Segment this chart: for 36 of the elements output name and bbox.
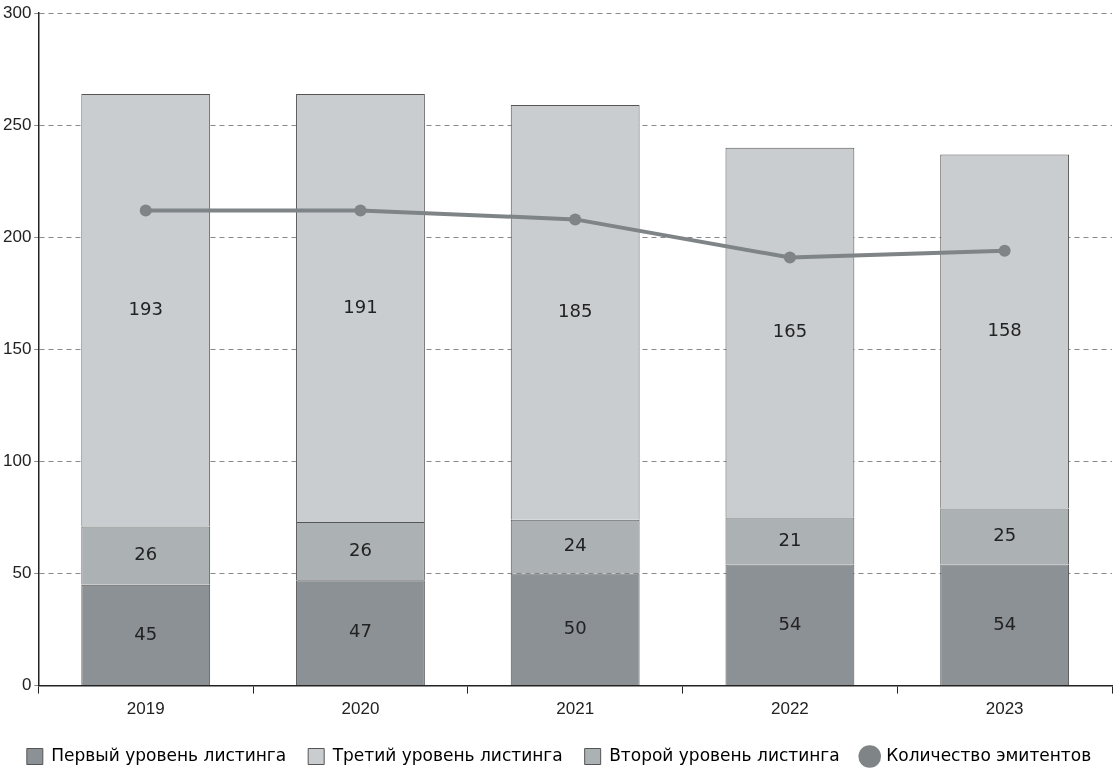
data-label: 24: [563, 534, 587, 556]
legend-label: Количество эмитентов: [886, 744, 1092, 765]
point: [998, 244, 1011, 257]
data-label: 158: [987, 319, 1022, 341]
y-tick-label: 200: [2, 227, 32, 247]
data-label: 26: [349, 538, 372, 560]
y-tick-label: 250: [2, 114, 32, 134]
data-label: 45: [134, 622, 158, 644]
y-tick-label: 150: [2, 339, 32, 359]
point: [354, 204, 367, 217]
x-tick-label: 2021: [556, 699, 595, 719]
data-label: 165: [772, 320, 808, 342]
data-label: 185: [558, 300, 593, 322]
data-label: 191: [343, 295, 378, 317]
data-label: 193: [128, 297, 163, 319]
point: [139, 204, 152, 217]
point: [569, 213, 582, 226]
x-tick-label: 2022: [771, 699, 809, 719]
y-tick-label: 0: [21, 675, 32, 695]
y-tick-label: 300: [2, 2, 32, 22]
data-label: 26: [134, 543, 158, 565]
x-tick-label: 2023: [985, 699, 1024, 719]
legend-label: Первый уровень листинга: [51, 744, 287, 765]
data-label: 47: [349, 620, 372, 642]
data-label: 54: [993, 612, 1017, 634]
data-label: 54: [778, 612, 802, 634]
data-label: 50: [563, 616, 587, 638]
x-tick-label: 2020: [341, 699, 380, 719]
y-tick-label: 100: [2, 451, 32, 471]
y-tick-label: 50: [12, 563, 32, 583]
x-tick-label: 2019: [126, 699, 165, 719]
legend-label: Второй уровень листинга: [609, 744, 840, 765]
data-label: 21: [778, 528, 802, 550]
point: [783, 251, 796, 264]
data-label: 25: [993, 524, 1017, 546]
legend-label: Третий уровень листинга: [331, 744, 563, 765]
